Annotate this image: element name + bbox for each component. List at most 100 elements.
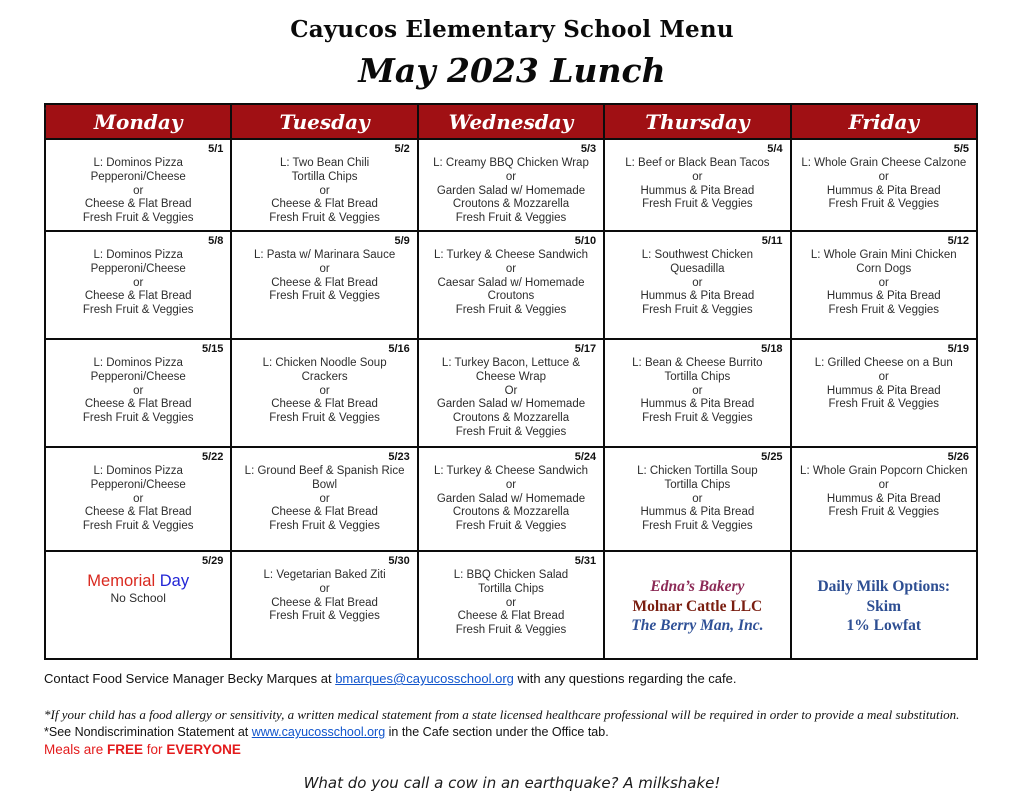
menu-line: L: Turkey & Cheese Sandwich — [433, 249, 588, 261]
menu-cell: 5/30 L: Vegetarian Baked Ziti or Cheese & F… — [230, 550, 419, 660]
contact-prefix: Contact Food Service Manager Becky Marqu… — [44, 671, 336, 686]
menu-line: Pepperoni/Cheese — [90, 170, 186, 183]
menu-line: Cheese & Flat Bread — [271, 506, 378, 519]
contact-email-link[interactable]: bmarques@cayucosschool.org — [335, 671, 514, 686]
menu-line: or — [133, 384, 144, 397]
menu-line: Bowl — [312, 478, 338, 491]
contact-suffix: with any questions regarding the cafe. — [513, 671, 737, 686]
menu-line: Cheese & Flat Bread — [271, 398, 378, 411]
menu-line: Fresh Fruit & Veggies — [269, 520, 380, 533]
page-title: Cayucos Elementary School Menu — [290, 16, 734, 43]
menu-line: L: Two Bean Chili — [279, 157, 370, 169]
menu-line: Hummus & Pita Bread — [826, 492, 941, 505]
cell-date: 5/15 — [201, 343, 224, 355]
menu-line: Fresh Fruit & Veggies — [642, 520, 753, 533]
menu-line: L: Dominos Pizza — [93, 465, 183, 477]
milk-option-line: Skim — [866, 597, 902, 615]
menu-line: or — [692, 492, 703, 505]
menu-line: Pepperoni/Cheese — [90, 370, 186, 383]
cell-date: 5/4 — [767, 143, 783, 155]
cell-date: 5/9 — [394, 235, 410, 247]
menu-cell: 5/15 L: Dominos Pizza Pepperoni/Cheese or Ch… — [43, 338, 233, 448]
menu-line: Tortilla Chips — [291, 170, 358, 183]
menu-cell: 5/3 L: Creamy BBQ Chicken Wrap or Garden Sa… — [416, 138, 606, 232]
menu-line: Croutons — [487, 290, 535, 303]
cell-date: 5/12 — [947, 235, 969, 247]
menu-line: Croutons & Mozzarella — [452, 412, 570, 425]
menu-line: Fresh Fruit & Veggies — [82, 304, 194, 317]
menu-line: Fresh Fruit & Veggies — [82, 412, 194, 425]
menu-cell: 5/22 L: Dominos Pizza Pepperoni/Cheese or Ch… — [43, 446, 233, 552]
day-header-thursday: Thursday — [603, 103, 792, 140]
menu-cell: Edna’s Bakery Molnar Cattle LLC The Berry … — [603, 550, 792, 660]
menu-line: or — [133, 492, 144, 505]
menu-line: Hummus & Pita Bread — [826, 384, 941, 397]
cell-date — [792, 552, 976, 569]
cell-date: 5/30 — [388, 555, 410, 567]
menu-cell: 5/19 L: Grilled Cheese on a Bun or Hummus &… — [789, 338, 979, 448]
joke-line: What do you call a cow in an earthquake?… — [303, 774, 721, 792]
meals-free-line: Meals are FREE for EVERYONE — [44, 742, 980, 757]
holiday-title-part: Day — [155, 572, 190, 590]
menu-line: or — [319, 582, 330, 595]
menu-cell: 5/31 L: BBQ Chicken Salad Tortilla Chips or… — [416, 550, 606, 660]
cell-date: 5/31 — [574, 555, 597, 567]
menu-week-row: 5/1 L: Dominos Pizza Pepperoni/Cheese or Che… — [43, 138, 979, 232]
menu-cell: 5/17 L: Turkey Bacon, Lettuce & Cheese Wra… — [416, 338, 606, 448]
nondiscrimination-link[interactable]: www.cayucosschool.org — [251, 725, 386, 739]
menu-line: Fresh Fruit & Veggies — [269, 412, 380, 425]
menu-cell: 5/26 L: Whole Grain Popcorn Chicken or Humm… — [789, 446, 979, 552]
cell-date: 5/17 — [574, 343, 597, 355]
milk-options-block: Daily Milk Options: Skim 1% Lowfat — [792, 569, 976, 636]
menu-line: Cheese & Flat Bread — [84, 198, 192, 211]
milk-option-line: Daily Milk Options: — [817, 578, 951, 595]
menu-line: Garden Salad w/ Homemade — [436, 398, 586, 411]
menu-line: or — [692, 276, 703, 289]
menu-line: Cheese & Flat Bread — [84, 290, 192, 303]
day-header-tuesday: Tuesday — [230, 103, 419, 140]
menu-line: Cheese & Flat Bread — [457, 610, 565, 623]
menu-cell: 5/16 L: Chicken Noodle Soup Crackers or Chee… — [230, 338, 419, 448]
menu-line: L: Dominos Pizza — [93, 357, 183, 369]
menu-cell: 5/4 L: Beef or Black Bean Tacos or Hummus &… — [603, 138, 792, 232]
menu-cell: 5/5 L: Whole Grain Cheese Calzone or Hummus… — [789, 138, 979, 232]
menu-line: L: Ground Beef & Spanish Rice — [244, 465, 405, 477]
page-subtitle: May 2023 Lunch — [358, 51, 666, 90]
menu-line: Pepperoni/Cheese — [90, 262, 186, 275]
menu-line: Cheese & Flat Bread — [84, 398, 192, 411]
menu-week-row: 5/15 L: Dominos Pizza Pepperoni/Cheese or Ch… — [43, 338, 979, 448]
menu-line: L: Whole Grain Mini Chicken — [810, 249, 957, 261]
menu-cell: 5/23 L: Ground Beef & Spanish Rice Bowl or C… — [230, 446, 419, 552]
menu-line: Or — [504, 384, 518, 397]
menu-week-row: 5/29 Memorial Day No School 5/30 L: Vegetari… — [43, 550, 979, 660]
menu-cell: 5/12 L: Whole Grain Mini Chicken Corn Dogs… — [789, 230, 979, 340]
cell-date: 5/29 — [201, 555, 224, 567]
menu-line: L: Beef or Black Bean Tacos — [625, 157, 770, 169]
menu-cell: 5/18 L: Bean & Cheese Burrito Tortilla Chi… — [603, 338, 792, 448]
cell-date: 5/5 — [953, 143, 969, 155]
menu-line: or — [878, 170, 889, 183]
menu-line: Hummus & Pita Bread — [640, 290, 755, 303]
menu-line: L: Bean & Cheese Burrito — [632, 357, 763, 369]
menu-line: Cheese Wrap — [475, 370, 547, 383]
menu-line: Garden Salad w/ Homemade — [436, 184, 586, 197]
menu-line: L: Creamy BBQ Chicken Wrap — [433, 157, 589, 169]
contact-line: Contact Food Service Manager Becky Marqu… — [44, 671, 980, 686]
menu-line: L: Whole Grain Cheese Calzone — [801, 157, 967, 169]
menu-week-row: 5/8 L: Dominos Pizza Pepperoni/Cheese or Che… — [43, 230, 979, 340]
menu-line: or — [505, 262, 517, 275]
cell-date: 5/25 — [761, 451, 783, 463]
menu-line: or — [505, 596, 517, 609]
cell-date: 5/2 — [394, 143, 410, 155]
menu-line: Croutons & Mozzarella — [452, 506, 570, 519]
menu-cell: 5/25 L: Chicken Tortilla Soup Tortilla Chi… — [603, 446, 792, 552]
menu-line: Crackers — [301, 370, 348, 383]
menu-line: Cheese & Flat Bread — [271, 596, 378, 609]
menu-line: Corn Dogs — [856, 262, 912, 275]
menu-line: Fresh Fruit & Veggies — [642, 412, 753, 425]
menu-line: Fresh Fruit & Veggies — [269, 212, 380, 225]
menu-cell: 5/10 L: Turkey & Cheese Sandwich or Caesar … — [416, 230, 606, 340]
menu-line: L: Chicken Tortilla Soup — [637, 465, 758, 477]
menu-line: Tortilla Chips — [478, 582, 544, 595]
holiday-title-part: Memorial — [87, 572, 156, 590]
